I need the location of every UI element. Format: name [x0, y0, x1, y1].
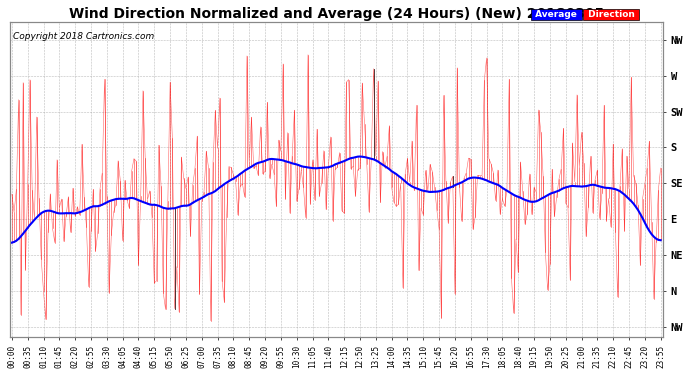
Title: Wind Direction Normalized and Average (24 Hours) (New) 20180305: Wind Direction Normalized and Average (2…: [68, 7, 604, 21]
Text: Direction: Direction: [584, 10, 638, 19]
Text: Average: Average: [532, 10, 580, 19]
Text: Copyright 2018 Cartronics.com: Copyright 2018 Cartronics.com: [13, 32, 154, 40]
